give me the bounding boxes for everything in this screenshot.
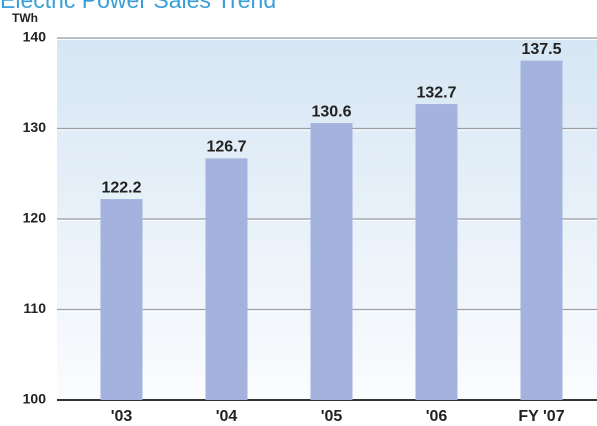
- x-tick-label: FY '07: [518, 408, 564, 425]
- bar: [415, 104, 458, 400]
- y-tick-label: 120: [23, 210, 47, 226]
- y-tick-label: 110: [23, 300, 46, 316]
- y-tick-label: 100: [23, 391, 47, 407]
- chart-title: Electric Power Sales Trend: [0, 0, 276, 13]
- x-tick-label: '06: [426, 408, 448, 425]
- y-axis-label: TWh: [12, 11, 38, 25]
- y-tick-label: 130: [23, 119, 47, 135]
- bar: [520, 60, 563, 400]
- x-tick-label: '05: [321, 408, 343, 425]
- data-label: 122.2: [101, 179, 141, 196]
- data-label: 132.7: [416, 84, 456, 101]
- data-label: 130.6: [311, 103, 351, 120]
- bar: [205, 158, 248, 400]
- bar: [100, 199, 143, 400]
- x-tick-label: '04: [216, 408, 238, 425]
- x-tick-label: '03: [111, 408, 133, 425]
- data-label: 126.7: [206, 139, 246, 156]
- bar: [310, 123, 353, 400]
- data-label: 137.5: [521, 41, 561, 58]
- y-tick-label: 140: [23, 29, 47, 45]
